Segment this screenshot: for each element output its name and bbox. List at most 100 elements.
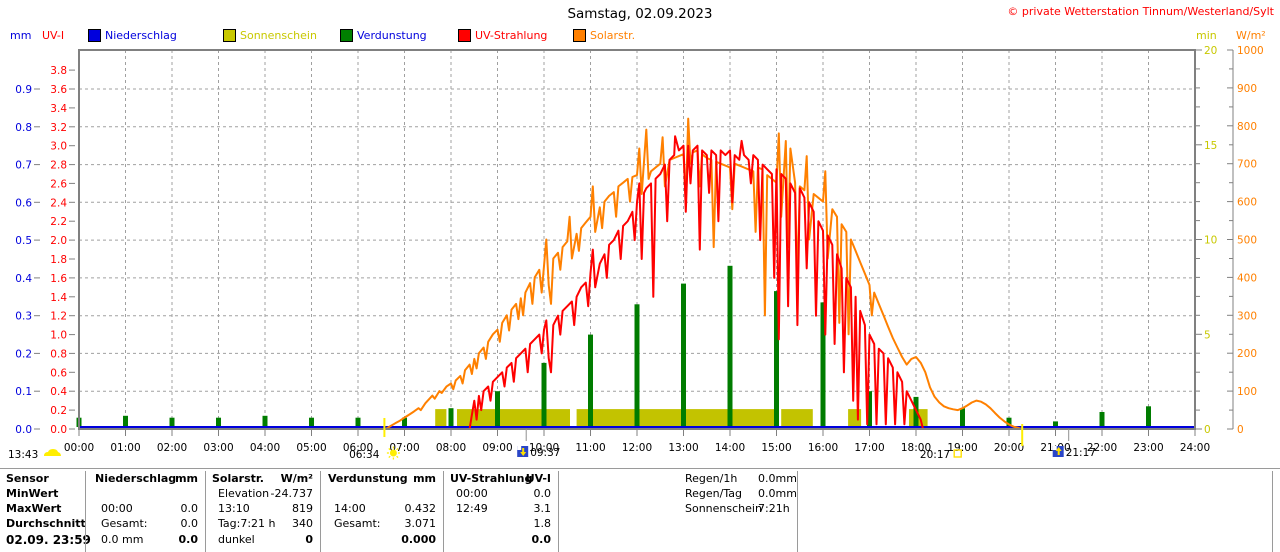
tick-label: 3.4 [50,103,67,115]
page-title: Samstag, 02.09.2023 [567,6,713,22]
tick-label: 0 [1237,424,1244,436]
summary-row-label: Sensor [6,472,49,485]
axis-unit-wm2: W/m² [1236,29,1266,42]
summary-cell-label: 00:00 [101,502,133,515]
tick-label: 0.2 [50,405,67,417]
summary-cell-value: 3.1 [533,502,552,515]
summary-cell-label: Tag:7:21 h [218,517,276,530]
tick-label: 0.1 [15,386,32,398]
tick-label: 800 [1237,121,1257,133]
legend-item-uvstrahlung: UV-Strahlung [458,29,547,42]
tick-label: 700 [1237,159,1257,171]
solar-series [384,117,1023,430]
tick-label: 0.3 [15,311,32,323]
weather-chart: 0.0 0.1 0.2 0.3 0.4 0.5 0.6 0.7 0.8 0.9 0.0 0.2 0.4 0… [8,45,1264,461]
tick-label: 12:00 [622,442,652,454]
summary-col-title: UV-Strahlung [450,472,533,485]
summary-cell-label: Elevation [218,487,270,500]
summary-extra-value: 0.0mm [758,472,797,485]
tick-label: 01:00 [110,442,140,454]
summary-col-title: Verdunstung [328,472,408,485]
tick-label: 05:00 [296,442,326,454]
summary-cell-label: Gesamt: [101,517,148,530]
summary-cell-value: -24.737 [270,487,313,500]
table-divider [205,471,206,552]
tick-label: 3.2 [50,122,67,134]
tick-label: 0.7 [15,160,32,172]
uv-series [468,135,924,430]
tick-label: 18:00 [901,442,931,454]
summary-extra-value: 7:21h [758,502,790,515]
tick-label: 2.2 [50,216,67,228]
tick-label: 19:00 [947,442,977,454]
tick-label: 03:00 [203,442,233,454]
tick-label: 0.0 [15,424,32,436]
summary-cell-label: 14:00 [334,502,366,515]
summary-cell-value: 0 [305,533,313,546]
summary-cell-value: 3.071 [404,517,437,530]
legend-label: Sonnenschein [240,29,317,42]
tick-label: 20 [1204,45,1217,57]
tick-label: 1.6 [50,273,67,285]
tick-label: 2.4 [50,197,67,209]
tick-label: 1.8 [50,254,67,266]
marker-time: 09:37 [530,447,560,459]
tick-label: 3.6 [50,84,67,96]
tick-label: 200 [1237,348,1257,360]
marker-time: 21:17 [1066,447,1096,459]
summary-cell-value: 0.0 [180,502,199,515]
summary-cell-value: 1.8 [533,517,552,530]
tick-label: 1000 [1237,45,1264,57]
tick-label: 0.8 [15,122,32,134]
summary-col-unit: UV-I [525,472,551,485]
summary-cell-label: 13:10 [218,502,250,515]
summary-cell-value: 819 [292,502,313,515]
legend-item-niederschlag: Niederschlag [88,29,177,42]
tick-label: 1.2 [50,311,67,323]
legend-swatch [223,29,236,42]
legend-swatch [88,29,101,42]
tick-label: 0.4 [50,386,67,398]
tick-label: 300 [1237,310,1257,322]
tick-label: 0.6 [50,367,67,379]
tick-label: 13:00 [668,442,698,454]
tick-label: 10 [1204,235,1217,247]
summary-extra-label: Sonnenschein [685,502,762,515]
summary-cell-value: 340 [292,517,313,530]
summary-table: Sensor MinWert MaxWert Durchschnitt 02.09. 2… [0,468,1280,552]
table-divider [320,471,321,552]
tick-label: 06:00 [343,442,373,454]
tick-label: 0.4 [15,273,32,285]
tick-label: 0.0 [50,424,67,436]
table-divider [797,471,798,552]
tick-label: 2.6 [50,178,67,190]
tick-label: 00:00 [64,442,94,454]
verdunstung-series [76,265,1151,427]
tick-label: 08:00 [436,442,466,454]
summary-row-label: MaxWert [6,502,62,515]
legend-label: Verdunstung [357,29,427,42]
marker-time: 13:43 [8,449,38,461]
summary-cell-value: 0.0 [533,487,552,500]
summary-cell-value: 0.0 [531,533,552,546]
legend-label: Solarstr. [590,29,636,42]
summary-cell-value: 0.432 [404,502,437,515]
summary-col-unit: W/m² [280,472,313,485]
sun-moon-markers: 13:43 06:34 09:37 20:17 21:17 [8,418,1096,461]
table-divider [443,471,444,552]
summary-cell-label: dunkel [218,533,255,546]
summary-extra-value: 0.0mm [758,487,797,500]
tick-label: 100 [1237,386,1257,398]
table-divider [1272,471,1273,552]
axis-unit-mm: mm [10,29,32,42]
legend-item-verdunstung: Verdunstung [340,29,427,42]
tick-label: 0.2 [15,348,32,360]
summary-col-unit: mm [413,472,436,485]
legend-label: UV-Strahlung [475,29,548,42]
tick-label: 23:00 [1133,442,1163,454]
summary-extra-label: Regen/1h [685,472,738,485]
summary-cell-label: 0.0 mm [101,533,144,546]
tick-label: 16:00 [808,442,838,454]
tick-label: 07:00 [389,442,419,454]
